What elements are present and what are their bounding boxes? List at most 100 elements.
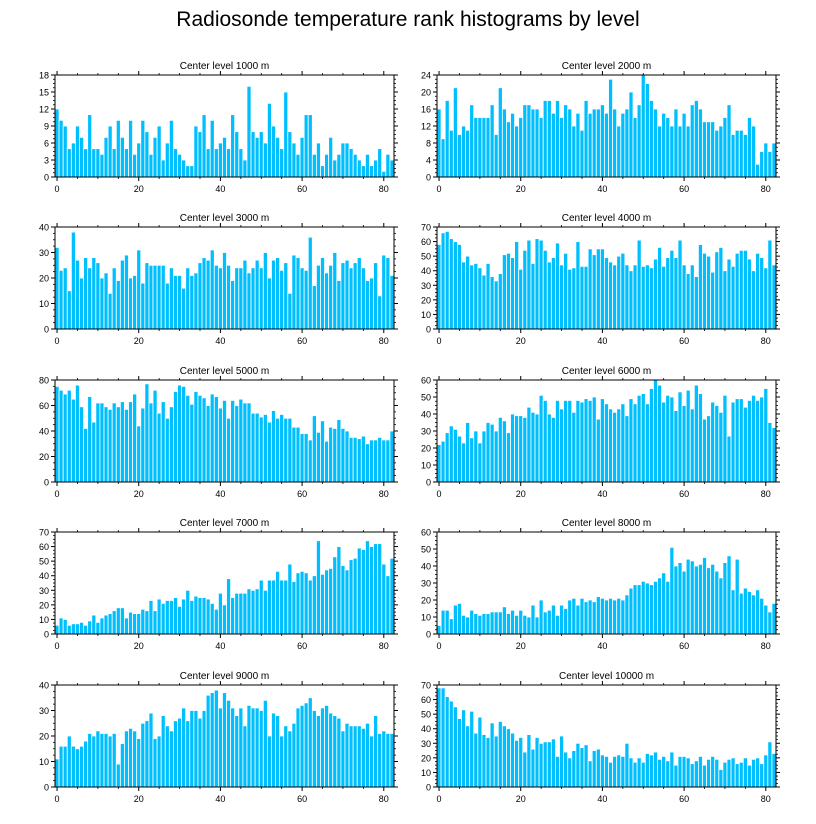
histogram-bar (217, 707, 223, 788)
histogram-bar (75, 384, 80, 483)
histogram-bar (444, 100, 450, 178)
histogram-bar (115, 607, 121, 635)
histogram-bar (681, 570, 687, 635)
histogram-bar (70, 231, 76, 330)
y-tick-label: 10 (39, 615, 49, 625)
histogram-bar (481, 274, 487, 330)
x-tick-label: 60 (679, 489, 689, 499)
histogram-bar (238, 707, 244, 788)
y-tick-label: 0 (426, 478, 431, 488)
histogram-bar (698, 756, 703, 788)
histogram-bar (530, 263, 536, 330)
histogram-bar (681, 112, 687, 178)
histogram-bar (493, 134, 499, 178)
y-tick-label: 15 (39, 88, 49, 98)
histogram-bar (91, 421, 97, 483)
x-tick-label: 40 (215, 794, 225, 804)
histogram-bar (70, 623, 76, 635)
histogram-bar (136, 249, 142, 330)
histogram-bar (230, 597, 236, 635)
histogram-bar (79, 621, 84, 635)
histogram-bar (156, 125, 162, 178)
y-tick-label: 30 (421, 579, 431, 589)
x-tick-label: 20 (134, 336, 144, 346)
histogram-bar (742, 587, 748, 635)
y-tick-label: 10 (421, 461, 431, 471)
histogram-bar (124, 408, 129, 483)
histogram-bar (734, 129, 740, 178)
histogram-bar (54, 108, 60, 178)
histogram-bar (485, 263, 491, 330)
histogram-bar (217, 267, 223, 330)
y-tick-label: 20 (421, 444, 431, 454)
histogram-bar (242, 725, 248, 788)
histogram-bar (283, 725, 289, 788)
histogram-bar (489, 104, 495, 178)
histogram-bar (156, 264, 162, 330)
histogram-bar (107, 408, 113, 483)
histogram-bar (653, 379, 658, 483)
x-tick-label: 20 (134, 641, 144, 651)
y-tick-label: 40 (39, 427, 49, 437)
histogram-bar (587, 599, 593, 635)
histogram-bar (258, 710, 264, 788)
histogram-bar (702, 121, 707, 178)
histogram-bar (279, 414, 285, 483)
histogram-bar (230, 280, 236, 330)
histogram-bar (58, 745, 64, 788)
histogram-bar (332, 252, 338, 330)
histogram-bar (303, 433, 309, 483)
histogram-bar (320, 573, 325, 635)
y-tick-label: 24 (421, 71, 431, 81)
histogram-bar (457, 718, 462, 788)
histogram-bar (189, 600, 195, 635)
histogram-bar (275, 257, 281, 330)
histogram-bar (332, 715, 338, 788)
histogram-bar (144, 610, 150, 635)
histogram-bar (440, 687, 446, 788)
histogram-bar (534, 413, 540, 483)
histogram-bar (755, 163, 761, 178)
histogram-bar (152, 610, 158, 635)
histogram-bar (266, 277, 272, 330)
histogram-bar (489, 722, 495, 788)
histogram-bar (299, 267, 305, 330)
histogram-bar (173, 275, 178, 330)
y-tick-label: 30 (421, 427, 431, 437)
y-tick-label: 30 (39, 706, 49, 716)
histogram-bar (759, 597, 765, 635)
histogram-bar (365, 153, 370, 178)
histogram-bar (168, 600, 174, 635)
histogram-bar (181, 707, 187, 788)
histogram-bar (497, 611, 503, 635)
y-tick-label: 20 (421, 596, 431, 606)
x-tick-label: 40 (597, 794, 607, 804)
histogram-bar (356, 725, 362, 788)
histogram-bar (381, 730, 387, 788)
histogram-bar (657, 246, 663, 330)
histogram-bar (444, 432, 450, 483)
histogram-bar (75, 125, 80, 178)
histogram-bar (759, 151, 765, 178)
histogram-bar (181, 287, 187, 330)
histogram-bar (571, 125, 577, 178)
y-tick-label: 0 (44, 783, 49, 793)
histogram-bar (755, 399, 761, 483)
histogram-bar (99, 617, 105, 635)
histogram-bar (234, 405, 240, 483)
histogram-bar (489, 423, 495, 483)
histogram-bar (168, 730, 174, 788)
x-tick-label: 40 (597, 489, 607, 499)
histogram-bar (254, 707, 260, 788)
histogram-bar (698, 244, 703, 330)
histogram-bar (677, 239, 683, 330)
histogram-bar (632, 403, 638, 483)
histogram-bar (489, 611, 495, 635)
histogram-bar (473, 263, 479, 330)
histogram-bar (689, 560, 695, 635)
histogram-bar (550, 257, 556, 330)
histogram-bar (193, 710, 199, 788)
histogram-bar (238, 148, 244, 178)
histogram-bar (160, 401, 166, 483)
histogram-bar (550, 604, 556, 635)
